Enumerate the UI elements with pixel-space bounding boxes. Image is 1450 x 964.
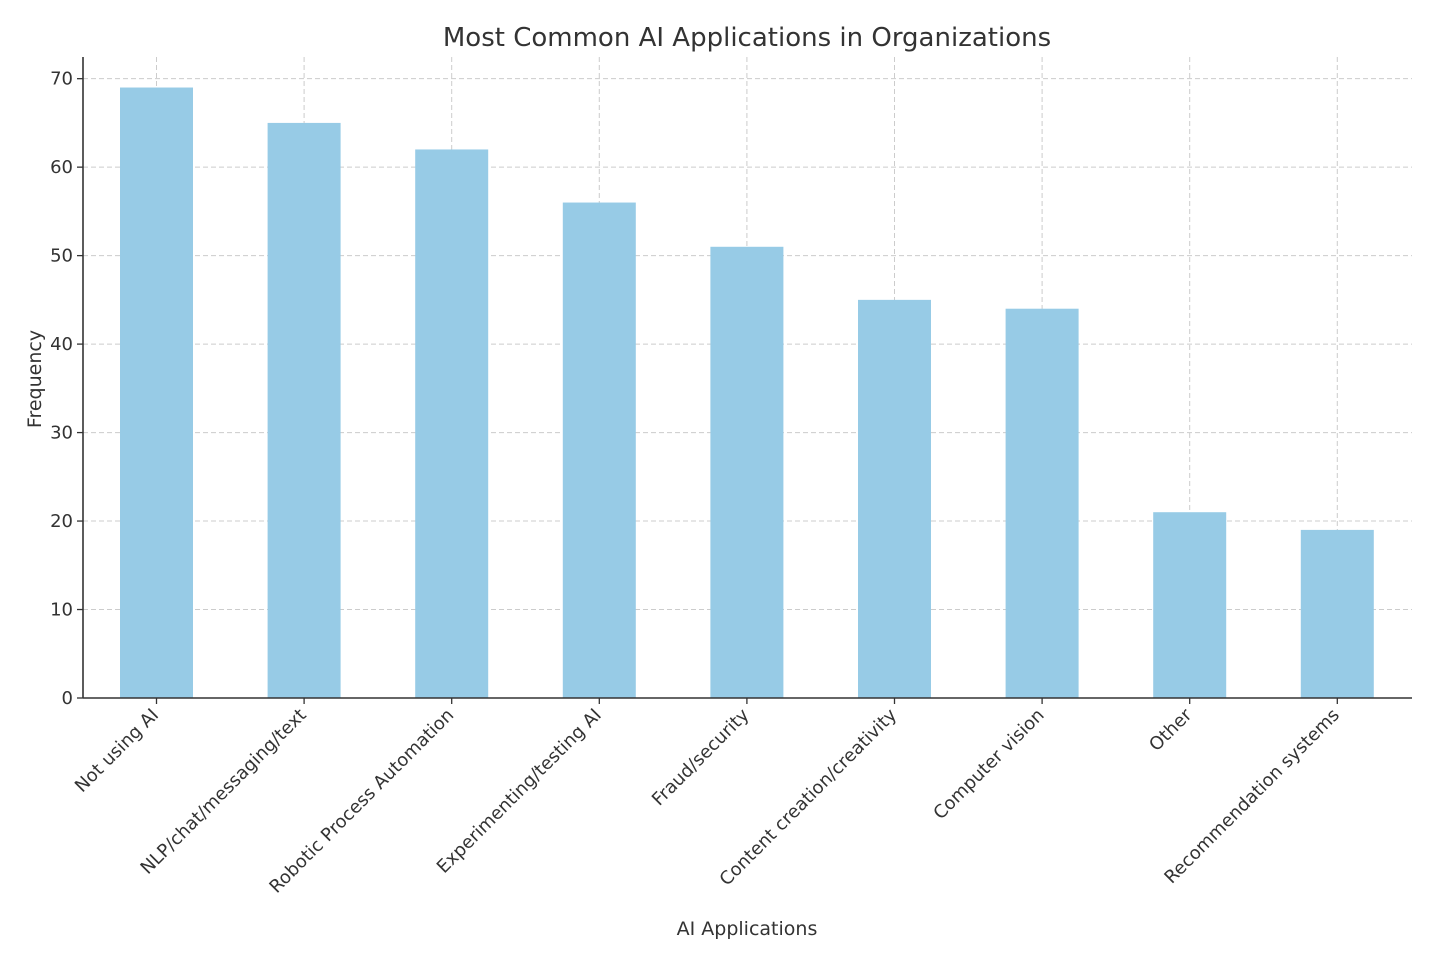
x-tick-label: Content creation/creativity xyxy=(716,704,902,890)
x-tick-label: Recommendation systems xyxy=(1160,705,1343,888)
y-tick-label: 50 xyxy=(50,246,73,267)
x-tick-label: Other xyxy=(1145,704,1196,755)
y-tick-label: 40 xyxy=(50,334,73,355)
bar xyxy=(710,246,784,698)
x-tick-label: Experimenting/testing AI xyxy=(433,705,606,878)
bar xyxy=(415,149,489,698)
bar xyxy=(562,202,636,698)
x-tick-label: Computer vision xyxy=(929,705,1048,824)
bar xyxy=(120,87,193,699)
x-axis-label: AI Applications xyxy=(677,918,818,940)
y-tick-label: 20 xyxy=(50,511,73,532)
bar xyxy=(1005,308,1079,698)
y-axis-label: Frequency xyxy=(24,330,46,428)
bar xyxy=(267,122,341,698)
bars xyxy=(120,87,1374,699)
y-tick-label: 10 xyxy=(50,600,73,621)
chart-title: Most Common AI Applications in Organizat… xyxy=(443,23,1051,53)
x-tick-label: Not using AI xyxy=(71,705,163,797)
bar xyxy=(1153,512,1227,698)
bar xyxy=(1300,529,1374,698)
x-tick-label: NLP/chat/messaging/text xyxy=(137,705,311,879)
y-tick-label: 30 xyxy=(50,423,73,444)
x-ticks: Not using AINLP/chat/messaging/textRobot… xyxy=(71,698,1344,897)
x-tick-label: Fraud/security xyxy=(648,704,754,810)
y-tick-label: 0 xyxy=(62,688,73,709)
y-tick-label: 70 xyxy=(50,69,73,90)
bar xyxy=(858,299,931,698)
y-ticks: 0 10 20 30 40 50 60 70 xyxy=(50,69,83,709)
y-tick-label: 60 xyxy=(50,157,73,178)
